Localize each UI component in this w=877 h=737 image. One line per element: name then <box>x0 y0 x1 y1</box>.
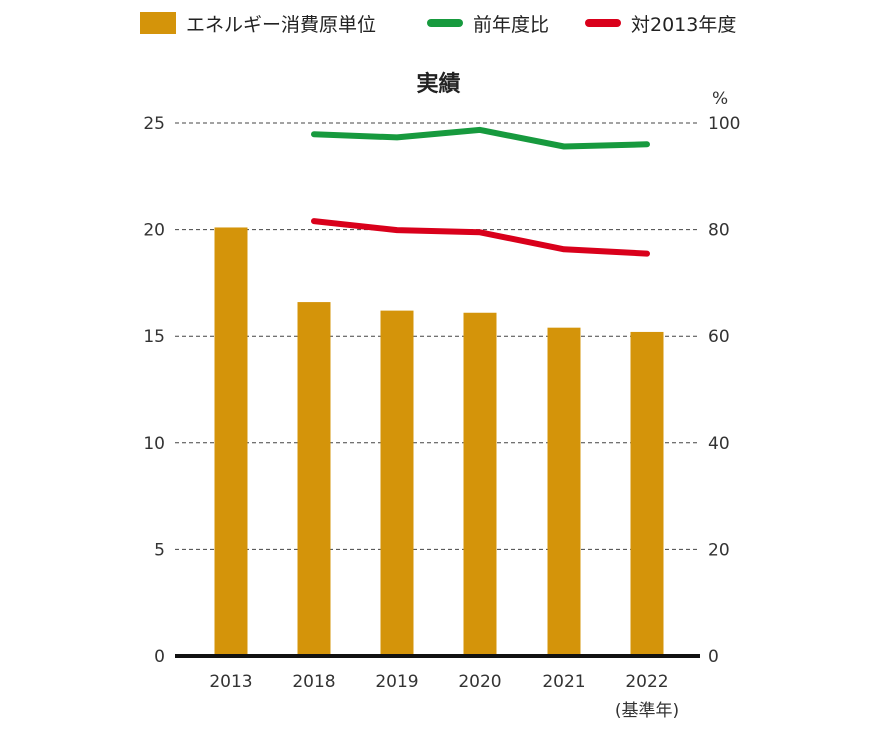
bar <box>214 227 248 656</box>
legend-line2: 対2013年度 <box>585 8 736 38</box>
legend-line2-swatch <box>585 19 621 27</box>
x-tick-label: 2013 <box>209 672 252 692</box>
bar <box>380 310 414 656</box>
y2-tick-label: 0 <box>708 647 719 667</box>
legend-line2-label: 対2013年度 <box>631 13 737 36</box>
y-tick-label: 25 <box>143 114 165 134</box>
y-tick-label: 10 <box>143 434 165 454</box>
legend-bar-swatch <box>140 12 176 34</box>
chart-title: 実績 <box>416 72 461 97</box>
legend-line1: 前年度比 <box>427 8 549 38</box>
x-tick-label: 2021 <box>542 672 585 692</box>
y2-tick-label: 80 <box>708 221 730 241</box>
y2-tick-label: 40 <box>708 434 730 454</box>
bar <box>630 331 664 656</box>
y-tick-label: 15 <box>143 327 165 347</box>
line-series-vs2013 <box>311 218 650 257</box>
bar <box>547 327 581 656</box>
x-tick-label: 2019 <box>375 672 418 692</box>
bar <box>463 312 497 656</box>
y2-tick-label: 20 <box>708 540 730 560</box>
y-tick-label: 0 <box>154 647 165 667</box>
legend-line1-swatch <box>427 19 463 27</box>
legend-bar: エネルギー消費原単位 <box>140 8 376 38</box>
legend-bar-label: エネルギー消費原単位 <box>186 13 377 36</box>
x-tick-note: (基準年) <box>615 701 679 721</box>
y2-unit-label: % <box>712 89 728 109</box>
y2-tick-label: 100 <box>708 114 740 134</box>
x-tick-label: 2022 <box>625 672 668 692</box>
y2-tick-label: 60 <box>708 327 730 347</box>
line-series-yoy <box>311 126 650 150</box>
legend-line1-label: 前年度比 <box>473 13 550 36</box>
y-tick-label: 20 <box>143 221 165 241</box>
y-tick-label: 5 <box>154 540 165 560</box>
bar <box>297 302 331 656</box>
x-tick-label: 2018 <box>292 672 335 692</box>
x-tick-label: 2020 <box>458 672 501 692</box>
